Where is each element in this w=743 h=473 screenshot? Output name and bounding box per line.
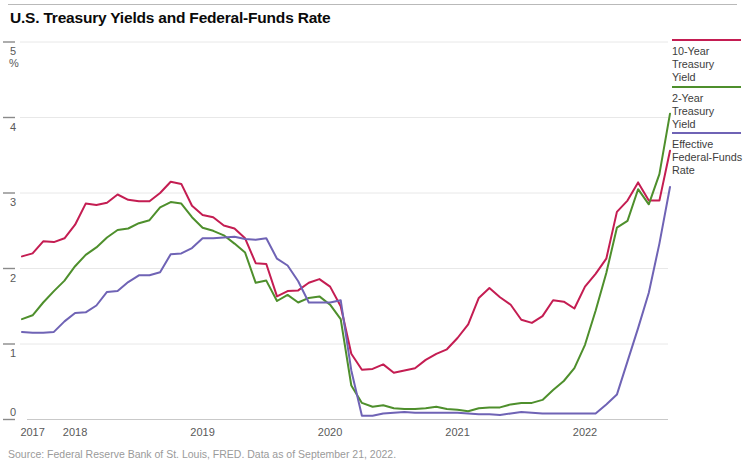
legend-swatch-2-year-treasury-yield <box>672 86 741 88</box>
series-line-effective-federal-funds-rate <box>22 187 670 416</box>
x-tick-label: 2019 <box>190 426 214 438</box>
y-tick-label: 5 <box>10 45 16 57</box>
legend-label: 2-Year Treasury Yield <box>672 92 743 131</box>
legend-item-10-year-treasury-yield: 10-Year Treasury Yield <box>672 39 743 84</box>
y-tick-label: 0 <box>10 406 16 418</box>
y-axis-unit-label: % <box>9 57 19 69</box>
source-note: Source: Federal Reserve Bank of St. Loui… <box>8 448 396 460</box>
legend-swatch-10-year-treasury-yield <box>672 39 741 41</box>
y-tick-label: 3 <box>10 196 16 208</box>
series-line-2-year-treasury-yield <box>22 114 670 412</box>
y-tick-label: 4 <box>10 121 16 133</box>
legend-item-2-year-treasury-yield: 2-Year Treasury Yield <box>672 86 743 131</box>
legend-swatch-effective-federal-funds-rate <box>672 132 741 134</box>
y-tick-label: 2 <box>10 272 16 284</box>
x-tick-label: 2020 <box>318 426 342 438</box>
x-tick-label: 2022 <box>573 426 597 438</box>
legend-item-effective-federal-funds-rate: Effective Federal-Funds Rate <box>672 132 743 177</box>
legend-label: 10-Year Treasury Yield <box>672 45 743 84</box>
x-tick-label: 2018 <box>63 426 87 438</box>
chart-plot: 0 1 2 3 4 5% 2017 2018 2019 2020 2021 2022 <box>0 0 743 473</box>
legend-label: Effective Federal-Funds Rate <box>672 138 743 177</box>
y-tick-label: 1 <box>10 347 16 359</box>
chart-card: U.S. Treasury Yields and Federal-Funds R… <box>0 0 743 473</box>
x-tick-label: 2017 <box>20 426 44 438</box>
x-tick-label: 2021 <box>445 426 469 438</box>
